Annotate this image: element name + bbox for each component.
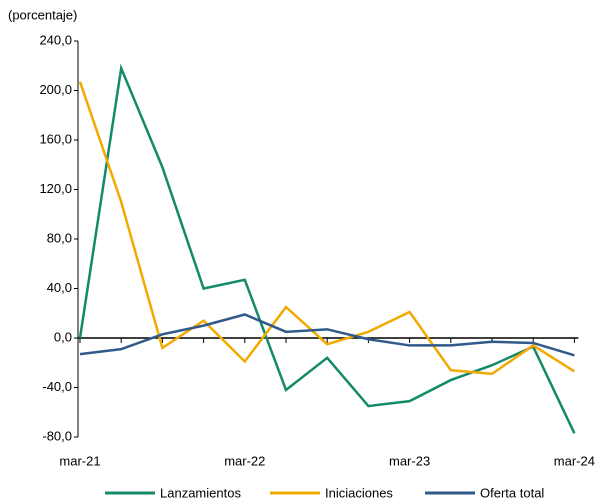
series-line (78, 63, 576, 434)
series-line (78, 81, 576, 376)
y-tick-label: -80,0 (42, 428, 72, 443)
y-tick-label: 120,0 (39, 181, 72, 196)
y-tick-label: 200,0 (39, 82, 72, 97)
series-line (79, 313, 575, 357)
x-tick-label: mar-22 (224, 453, 265, 468)
legend-label: Oferta total (480, 485, 544, 500)
y-tick-label: 80,0 (47, 230, 72, 245)
y-tick-label: 240,0 (39, 32, 72, 47)
y-axis-label: (porcentaje) (8, 7, 77, 22)
y-tick-label: -40,0 (42, 379, 72, 394)
y-tick-label: 0,0 (54, 329, 72, 344)
x-tick-label: mar-21 (59, 453, 100, 468)
legend-label: Lanzamientos (160, 485, 241, 500)
x-tick-label: mar-24 (554, 453, 595, 468)
legend-label: Iniciaciones (325, 485, 393, 500)
y-tick-label: 160,0 (39, 131, 72, 146)
x-tick-label: mar-23 (389, 453, 430, 468)
y-tick-label: 40,0 (47, 280, 72, 295)
